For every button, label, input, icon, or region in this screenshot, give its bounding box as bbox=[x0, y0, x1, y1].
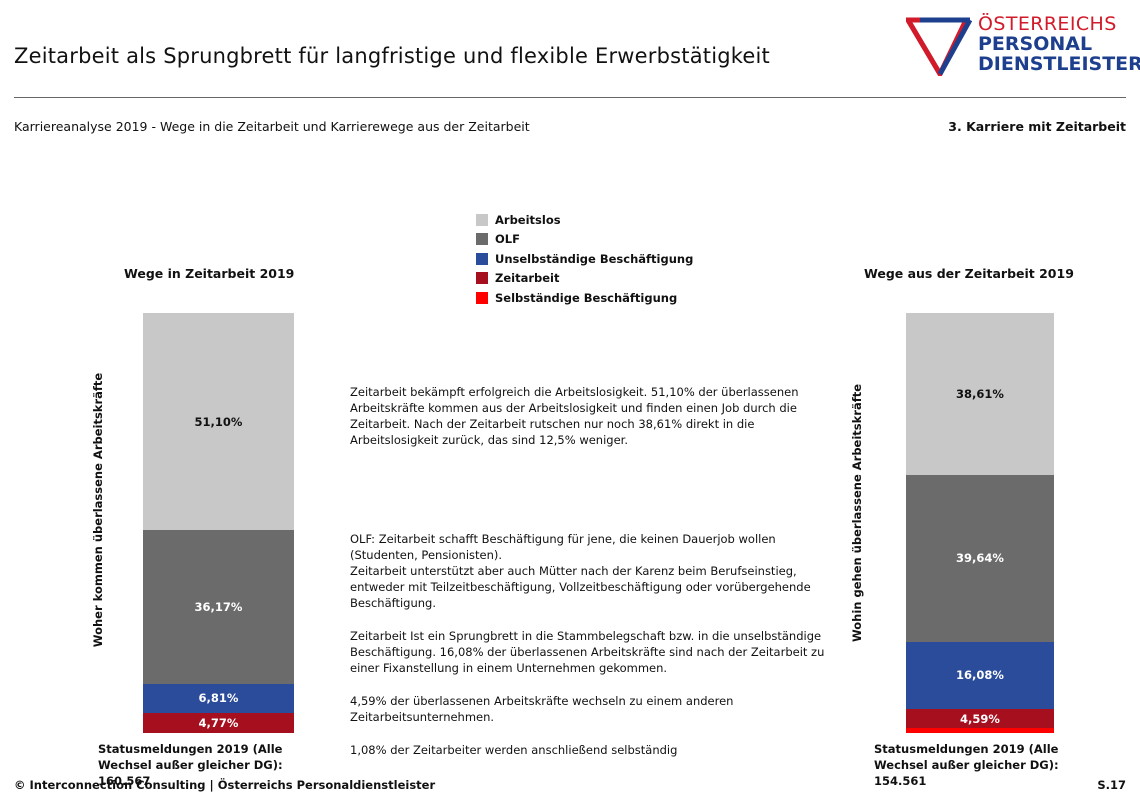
legend-item-zeitarbeit: Zeitarbeit bbox=[476, 269, 693, 289]
bar-segment-label: 36,17% bbox=[194, 599, 243, 614]
legend-item-arbeitslos: Arbeitslos bbox=[476, 210, 693, 230]
bar-segment-label: 51,10% bbox=[194, 414, 243, 429]
legend-swatch bbox=[476, 272, 488, 285]
logo-text-line3: DIENSTLEISTER bbox=[978, 53, 1140, 75]
left-chart-title: Wege in Zeitarbeit 2019 bbox=[124, 266, 295, 281]
right-chart-note: Statusmeldungen 2019 (Alle Wechsel außer… bbox=[874, 742, 1059, 788]
company-logo: ÖSTERREICHS PERSONAL DIENSTLEISTER bbox=[906, 13, 1140, 76]
legend-item-unselbstaendig: Unselbständige Beschäftigung bbox=[476, 249, 693, 269]
section-label: 3. Karriere mit Zeitarbeit bbox=[948, 119, 1126, 134]
bar-segment-olf: 39,64% bbox=[906, 475, 1054, 642]
page-title: Zeitarbeit als Sprungbrett für langfrist… bbox=[14, 44, 770, 68]
bar-segment-arbeitslos: 51,10% bbox=[143, 313, 294, 531]
legend-label: Zeitarbeit bbox=[495, 271, 560, 286]
right-chart-ylabel: Wohin gehen überlassene Arbeitskräfte bbox=[850, 383, 864, 643]
legend-label: Selbständige Beschäftigung bbox=[495, 290, 678, 305]
legend-swatch bbox=[476, 252, 488, 265]
right-stacked-bar: 4,59% 16,08% 39,64% 38,61% bbox=[906, 313, 1054, 733]
text-block-selbstaendig: 1,08% der Zeitarbeiter werden anschließe… bbox=[350, 743, 678, 757]
page-number: S.17 bbox=[1097, 778, 1126, 792]
bar-segment-zeitarbeit: 4,59% bbox=[906, 709, 1054, 729]
legend-swatch bbox=[476, 233, 488, 246]
legend-swatch bbox=[476, 291, 488, 304]
bar-segment-label: 6,81% bbox=[198, 691, 239, 706]
footer-copyright: © Interconnection Consulting | Österreic… bbox=[14, 778, 436, 792]
text-block-olf: OLF: Zeitarbeit schafft Beschäftigung fü… bbox=[350, 532, 811, 610]
page-subtitle: Karriereanalyse 2019 - Wege in die Zeita… bbox=[14, 119, 530, 134]
chart-legend: Arbeitslos OLF Unselbständige Beschäftig… bbox=[476, 210, 693, 308]
bar-segment-zeitarbeit: 4,77% bbox=[143, 712, 294, 733]
logo-check-icon bbox=[906, 17, 972, 76]
bar-segment-label: 39,64% bbox=[956, 551, 1004, 566]
logo-text-line1: ÖSTERREICHS bbox=[978, 13, 1117, 35]
legend-item-olf: OLF bbox=[476, 230, 693, 250]
bar-segment-selbständige-beschäftigung bbox=[906, 728, 1054, 733]
left-chart-note: Statusmeldungen 2019 (Alle Wechsel außer… bbox=[98, 742, 283, 788]
bar-segment-label: 16,08% bbox=[956, 668, 1004, 683]
bar-segment-label: 38,61% bbox=[956, 387, 1004, 402]
legend-label: OLF bbox=[495, 232, 520, 247]
header-divider bbox=[14, 97, 1126, 98]
right-chart-title: Wege aus der Zeitarbeit 2019 bbox=[864, 266, 1074, 281]
text-block-zeitarbeit: 4,59% der überlassenen Arbeitskräfte wec… bbox=[350, 694, 734, 724]
bar-segment-label: 4,77% bbox=[198, 715, 239, 730]
legend-swatch bbox=[476, 213, 488, 226]
left-chart-ylabel: Woher kommen überlassene Arbeitskräfte bbox=[91, 372, 105, 648]
text-block-unselbstaendig: Zeitarbeit Ist ein Sprungbrett in die St… bbox=[350, 629, 825, 675]
legend-item-selbstaendig: Selbständige Beschäftigung bbox=[476, 288, 693, 308]
logo-text-line2: PERSONAL bbox=[978, 33, 1093, 55]
legend-label: Unselbständige Beschäftigung bbox=[495, 251, 694, 266]
bar-segment-olf: 36,17% bbox=[143, 530, 294, 684]
bar-segment-label: 4,59% bbox=[960, 711, 1000, 726]
bar-segment-arbeitslos: 38,61% bbox=[906, 313, 1054, 476]
text-block-arbeitslos: Zeitarbeit bekämpft erfolgreich die Arbe… bbox=[350, 385, 799, 447]
legend-label: Arbeitslos bbox=[495, 212, 561, 227]
left-stacked-bar: 4,77% 6,81% 36,17% 51,10% bbox=[143, 313, 294, 733]
bar-segment-unselbständige-beschäftigung: 16,08% bbox=[906, 641, 1054, 710]
bar-segment-unselbständige-beschäftigung: 6,81% bbox=[143, 683, 294, 713]
